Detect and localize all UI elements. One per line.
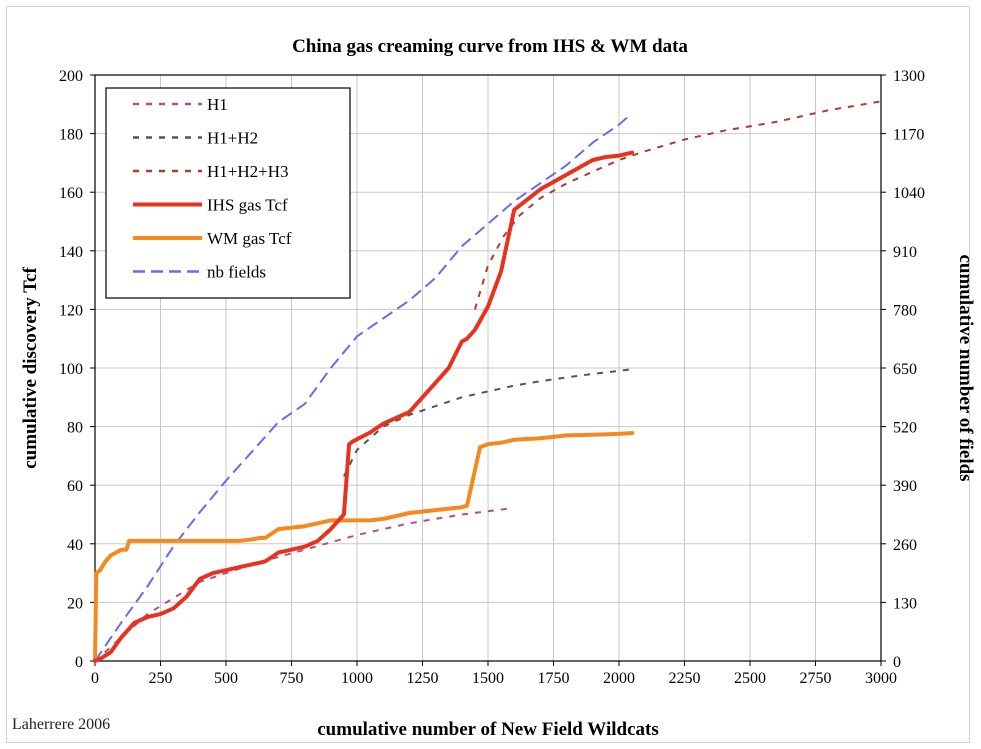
- y2-tick-label: 910: [893, 244, 917, 261]
- y-axis-label: cumulative discovery Tcf: [20, 267, 41, 469]
- y-tick-label: 60: [67, 478, 83, 495]
- y-tick-label: 20: [67, 595, 83, 612]
- x-tick-label: 750: [280, 670, 304, 687]
- y2-tick-label: 1300: [893, 68, 925, 85]
- x-tick-label: 1750: [538, 670, 570, 687]
- legend-label-h1-h2-h3: H1+H2+H3: [207, 162, 289, 181]
- y-tick-label: 80: [67, 420, 83, 437]
- x-tick-label: 2500: [734, 670, 766, 687]
- x-tick-label: 3000: [865, 670, 897, 687]
- y2-tick-label: 0: [893, 654, 901, 671]
- series-line-h1-h2-h3: [473, 100, 882, 310]
- y-tick-label: 40: [67, 537, 83, 554]
- series-layer: [93, 100, 882, 663]
- legend-label-ihs-gas-tcf: IHS gas Tcf: [207, 196, 288, 215]
- chart-title: China gas creaming curve from IHS & WM d…: [292, 36, 688, 57]
- y2-tick-label: 780: [893, 302, 917, 319]
- x-axis-label: cumulative number of New Field Wildcats: [317, 719, 658, 740]
- y2-axis-label: cumulative number of fields: [955, 254, 976, 481]
- y-tick-label: 120: [59, 302, 83, 319]
- legend-label-h1-h2: H1+H2: [207, 129, 258, 148]
- x-tick-label: 2750: [800, 670, 832, 687]
- y-tick-label: 180: [59, 127, 83, 144]
- x-tick-label: 2000: [603, 670, 635, 687]
- y2-tick-label: 520: [893, 420, 917, 437]
- y2-tick-label: 650: [893, 361, 917, 378]
- series-line-ihs-gas-tcf: [93, 150, 635, 663]
- y-tick-label: 200: [59, 68, 83, 85]
- tick-labels: 0 250 500 750 1000 1250 1500 1750 2000 2250 2500 27…: [59, 68, 925, 687]
- y2-tick-label: 1040: [893, 185, 925, 202]
- x-tick-label: 2250: [669, 670, 701, 687]
- y2-tick-label: 260: [893, 537, 917, 554]
- x-tick-label: 1500: [472, 670, 504, 687]
- y-tick-label: 0: [75, 654, 83, 671]
- series-line-wm-gas-tcf: [93, 431, 635, 663]
- y2-tick-label: 390: [893, 478, 917, 495]
- y2-tick-label: 130: [893, 595, 917, 612]
- x-tick-label: 0: [91, 670, 99, 687]
- y-tick-label: 100: [59, 361, 83, 378]
- series-line-h1: [94, 507, 510, 662]
- legend-label-h1: H1: [207, 95, 228, 114]
- chart-frame: [6, 6, 970, 743]
- x-tick-label: 500: [214, 670, 238, 687]
- credit-text: Laherrere 2006: [12, 716, 111, 733]
- y-tick-label: 140: [59, 244, 83, 261]
- legend-box: [105, 87, 351, 299]
- legend-label-wm-gas-tcf: WM gas Tcf: [207, 229, 292, 248]
- legend: H1 H1+H2 H1+H2+H3 IHS gas Tcf WM gas Tcf nb f…: [105, 87, 351, 299]
- x-tick-label: 1000: [341, 670, 373, 687]
- x-tick-label: 1250: [407, 670, 439, 687]
- x-tick-label: 250: [149, 670, 173, 687]
- y-tick-label: 160: [59, 185, 83, 202]
- y2-tick-label: 1170: [893, 127, 924, 144]
- legend-label-nb-fields: nb fields: [207, 263, 266, 282]
- series-line-nb-fields: [94, 114, 631, 662]
